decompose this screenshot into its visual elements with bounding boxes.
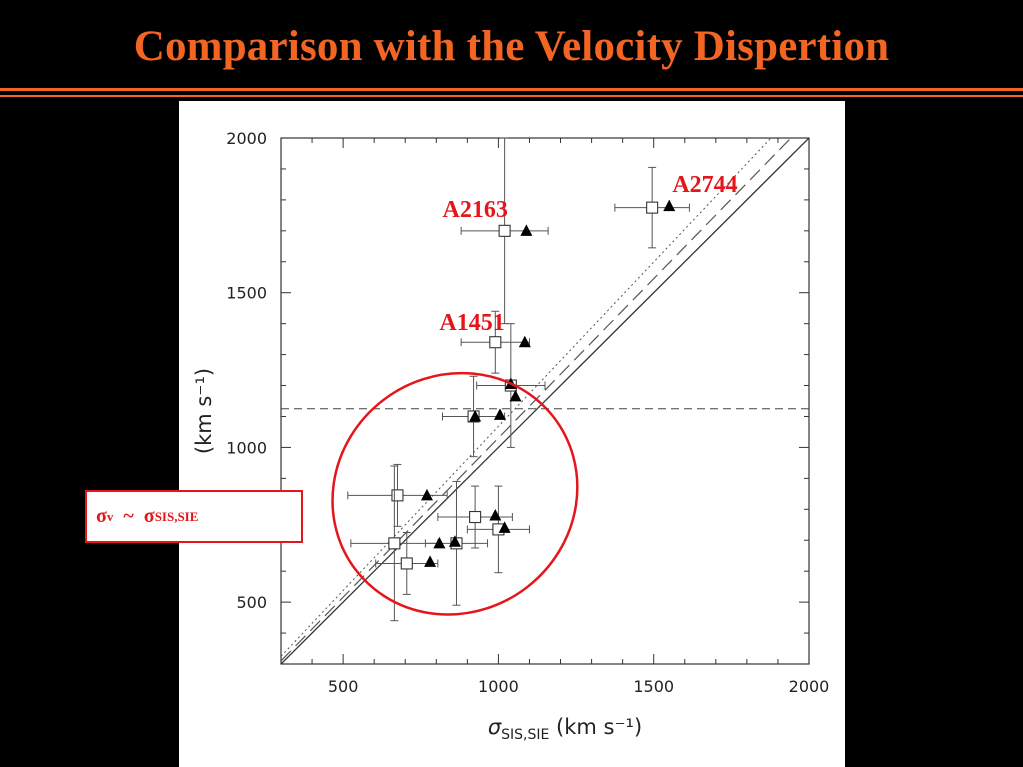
scatter-plot: 500 1000 1500 2000 500 1000 1500 2000 σSIS,SIE (… xyxy=(192,129,830,743)
filled-triangle-point xyxy=(489,508,502,521)
filled-triangle-point xyxy=(498,521,511,533)
x-tick-label: 500 xyxy=(328,677,359,696)
cluster-label: A2744 xyxy=(672,172,737,198)
y-tick-label: 1500 xyxy=(226,284,267,303)
open-square-point xyxy=(469,510,482,524)
x-axis-label-units: (km s⁻¹) xyxy=(549,715,642,739)
filled-triangle-point xyxy=(509,389,522,402)
dotted-fit-line xyxy=(281,138,772,657)
filled-triangle-point xyxy=(420,488,433,501)
highlight-ellipse xyxy=(331,371,579,616)
open-square-point xyxy=(646,201,659,214)
filled-triangle-point xyxy=(448,535,461,547)
filled-triangle-point xyxy=(663,199,676,212)
y-tick-label: 500 xyxy=(236,593,267,612)
filled-triangle-point xyxy=(493,408,506,420)
sigma-sis-symbol: σ xyxy=(143,505,155,527)
title-underline-secondary xyxy=(0,95,1023,97)
one-to-one-line xyxy=(281,138,809,664)
open-square-point xyxy=(498,224,511,237)
y-axis-label: (km s⁻¹) xyxy=(192,368,216,454)
slide-title: Comparison with the Velocity Dispertion xyxy=(133,23,890,70)
y-tick-label: 2000 xyxy=(226,129,267,148)
x-axis-label-symbol: σ xyxy=(488,715,502,739)
plot-panel: 500 1000 1500 2000 500 1000 1500 2000 σSIS,SIE (… xyxy=(179,101,845,767)
cluster-label: A2163 xyxy=(443,197,508,223)
plot-frame xyxy=(280,137,810,665)
filled-triangle-point xyxy=(424,555,437,567)
sigma-v-symbol: σ xyxy=(96,505,107,527)
x-tick-label: 1500 xyxy=(633,677,674,696)
long-dashed-fit-line xyxy=(281,138,792,662)
filled-triangle-point xyxy=(520,224,533,236)
filled-triangle-point xyxy=(518,335,531,348)
open-square-point xyxy=(400,557,413,570)
x-axis-label-sub: SIS,SIE xyxy=(501,727,549,743)
filled-triangle-point xyxy=(469,409,482,422)
y-tick-label: 1000 xyxy=(226,438,267,457)
filled-triangle-point xyxy=(433,536,446,549)
x-tick-label: 1000 xyxy=(478,677,519,696)
open-square-point xyxy=(388,537,401,550)
sigma-sis-subscript: SIS,SIE xyxy=(154,508,199,524)
sigma-v-subscript: v xyxy=(106,508,114,524)
x-axis-label: σSIS,SIE (km s⁻¹) xyxy=(488,715,642,743)
title-underline xyxy=(0,88,1023,91)
open-square-point xyxy=(391,489,404,502)
x-tick-label: 2000 xyxy=(789,677,830,696)
tilde-symbol: ~ xyxy=(123,505,134,527)
open-square-point xyxy=(489,336,502,349)
cluster-label: A1451 xyxy=(439,310,504,336)
